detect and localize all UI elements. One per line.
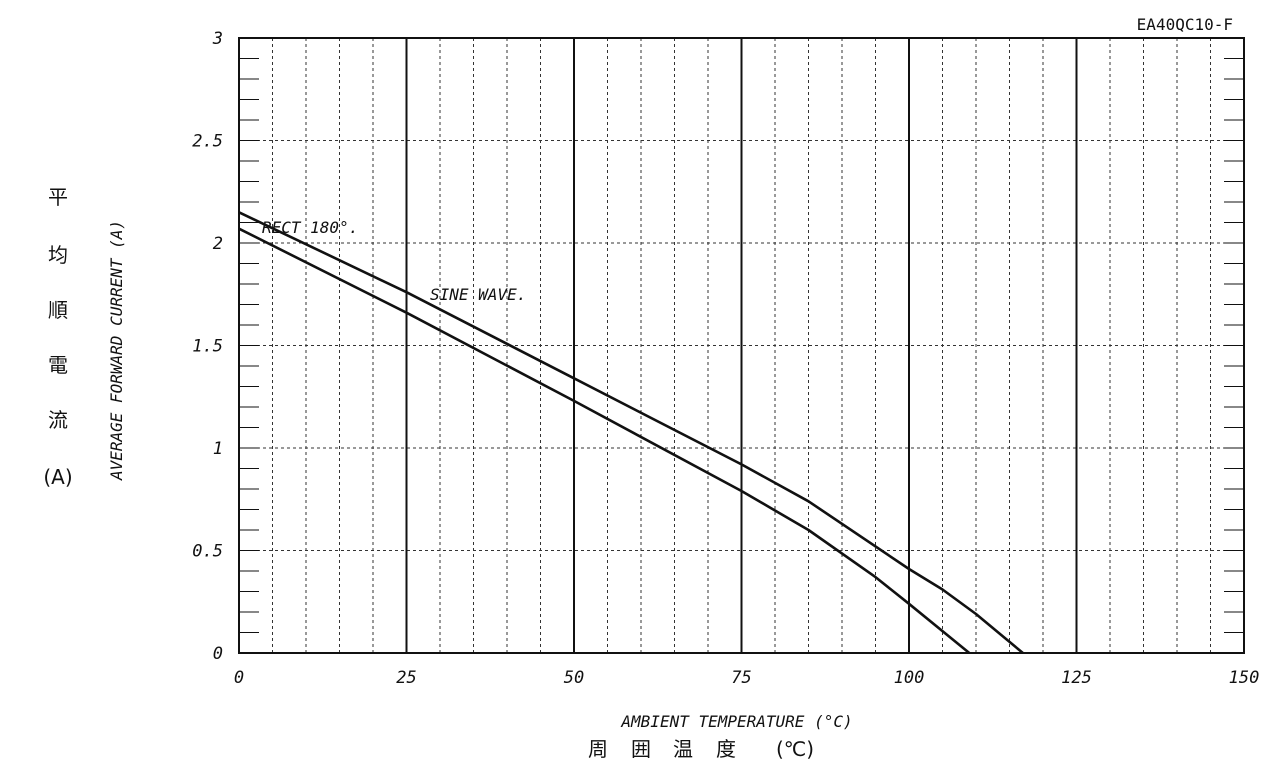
x-axis-title: AMBIENT TEMPERATURE (°C) [620, 712, 852, 731]
x-axis-title-jp-char: 度 [716, 737, 736, 761]
y-tick-label: 1.5 [192, 337, 223, 357]
y-tick-label: 0.5 [192, 542, 223, 562]
series-label-sine-wave: SINE WAVE. [430, 285, 526, 304]
series-line-sine-wave [238, 227, 971, 655]
code-label: EA40QC10-F [1137, 15, 1233, 34]
minor-gridlines [239, 38, 1244, 653]
series-layer [238, 211, 1024, 655]
x-tick-label: 100 [894, 668, 925, 688]
y-axis-title-jp-char: (A) [43, 465, 72, 489]
y-tick-label: 2 [213, 234, 223, 254]
y-axis-title-jp-char: 順 [48, 298, 68, 322]
x-tick-label: 50 [564, 668, 584, 688]
x-axis-title-jp-char: 囲 [631, 737, 651, 761]
x-tick-label: 125 [1061, 668, 1092, 688]
x-axis-ticks: 0 25 50 75 100 125 150 [234, 668, 1259, 688]
x-axis-title-jp: 周 囲 温 度 (℃) [588, 737, 814, 761]
y-axis-title-jp-char: 平 [48, 185, 68, 209]
y-axis-title: AVERAGE FORWARD CURRENT (A) [107, 220, 126, 481]
series-line-rect-180 [238, 211, 1024, 654]
x-tick-label: 150 [1229, 668, 1260, 688]
y-axis-title-jp-char: 均 [48, 243, 68, 267]
y-tick-label: 1 [213, 439, 223, 459]
y-axis-title-jp-char: 電 [48, 353, 68, 377]
major-gridlines [405, 38, 1078, 653]
y-axis-title-jp-char: 流 [48, 408, 68, 432]
x-tick-label: 25 [396, 668, 416, 688]
x-axis-title-jp-char: (℃) [776, 737, 814, 761]
y-tick-label: 2.5 [192, 132, 223, 152]
x-tick-label: 0 [234, 668, 244, 688]
x-axis-title-jp-char: 周 [588, 737, 608, 761]
x-tick-label: 75 [731, 668, 751, 688]
x-axis-title-jp-char: 温 [673, 737, 693, 761]
series-label-rect-180: RECT 180°. [262, 218, 358, 237]
y-axis-title-jp: 平 均 順 電 流 (A) [43, 185, 72, 489]
y-axis-ticks: 0 0.5 1 1.5 2 2.5 3 [192, 29, 1244, 664]
y-tick-label: 0 [213, 644, 223, 664]
y-tick-label: 3 [212, 29, 223, 49]
